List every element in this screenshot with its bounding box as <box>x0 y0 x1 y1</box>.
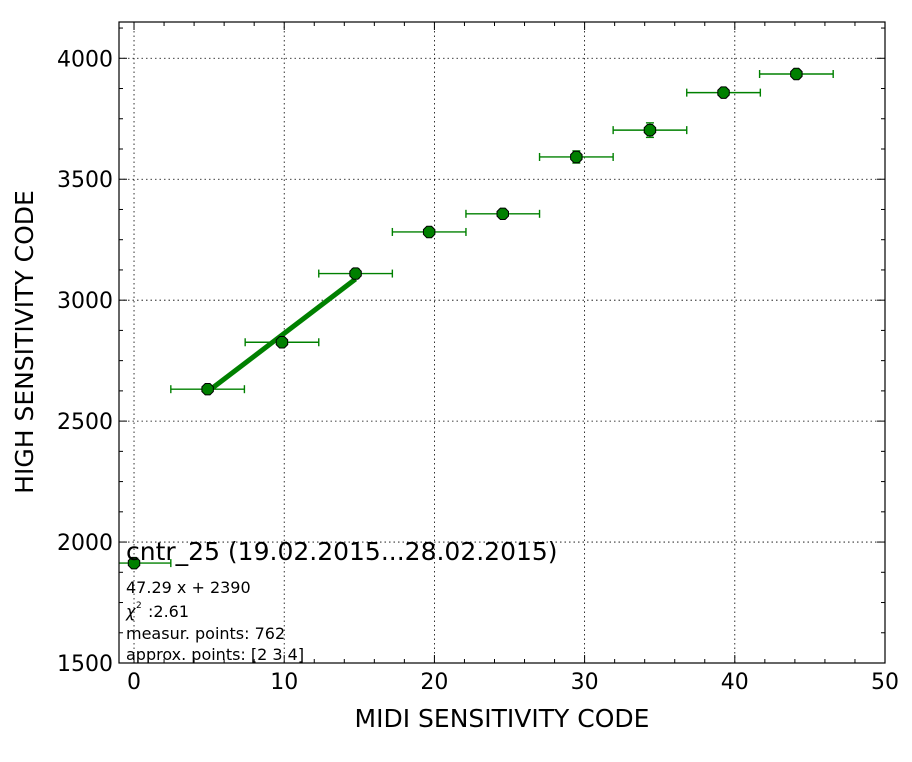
y-tick-label: 2500 <box>57 410 113 435</box>
annotation-equation: 47.29 x + 2390 <box>126 578 251 597</box>
plot-frame <box>118 21 886 664</box>
annotation-approx-points: approx. points: [2 3 4] <box>126 645 304 664</box>
data-markers <box>127 67 803 570</box>
y-tick-label: 4000 <box>57 47 113 72</box>
y-tick-label: 1500 <box>57 652 113 677</box>
annotation-chi2-value: :2.61 <box>148 602 189 621</box>
fit-line-group <box>206 277 358 394</box>
x-tick-label: 40 <box>721 670 749 695</box>
x-axis-label: MIDI SENSITIVITY CODE <box>355 704 650 733</box>
x-tick-label: 20 <box>420 670 448 695</box>
annotation-box: cntr_25 (19.02.2015...28.02.2015) 47.29 … <box>125 537 558 664</box>
data-point-marker <box>717 86 730 99</box>
data-point-marker <box>570 150 583 164</box>
data-point-marker <box>127 556 141 570</box>
x-tick-label: 50 <box>871 670 899 695</box>
data-point-marker <box>201 382 214 396</box>
data-point-marker <box>496 207 509 221</box>
data-point-marker <box>643 123 657 137</box>
x-tick-label: 10 <box>270 670 298 695</box>
tick-labels: 0 10 20 30 40 50 1500 2000 2500 3000 3500 4000 <box>57 47 899 695</box>
y-tick-label: 3500 <box>57 168 113 193</box>
annotation-title: cntr_25 (19.02.2015...28.02.2015) <box>126 537 558 566</box>
data-point-marker <box>790 67 803 81</box>
y-tick-label: 2000 <box>57 531 113 556</box>
data-point-marker <box>349 267 362 280</box>
annotation-chi2-exponent: 2 <box>136 601 142 611</box>
annotation-chi2-symbol: χ <box>125 602 136 621</box>
x-tick-label: 0 <box>127 670 141 695</box>
y-axis-label: HIGH SENSITIVITY CODE <box>10 190 39 494</box>
annotation-measur-points: measur. points: 762 <box>126 624 285 643</box>
data-point-marker <box>275 336 289 349</box>
y-tick-label: 3000 <box>57 289 113 314</box>
x-tick-label: 30 <box>571 670 599 695</box>
fit-line <box>206 277 358 394</box>
data-point-marker <box>422 225 436 239</box>
